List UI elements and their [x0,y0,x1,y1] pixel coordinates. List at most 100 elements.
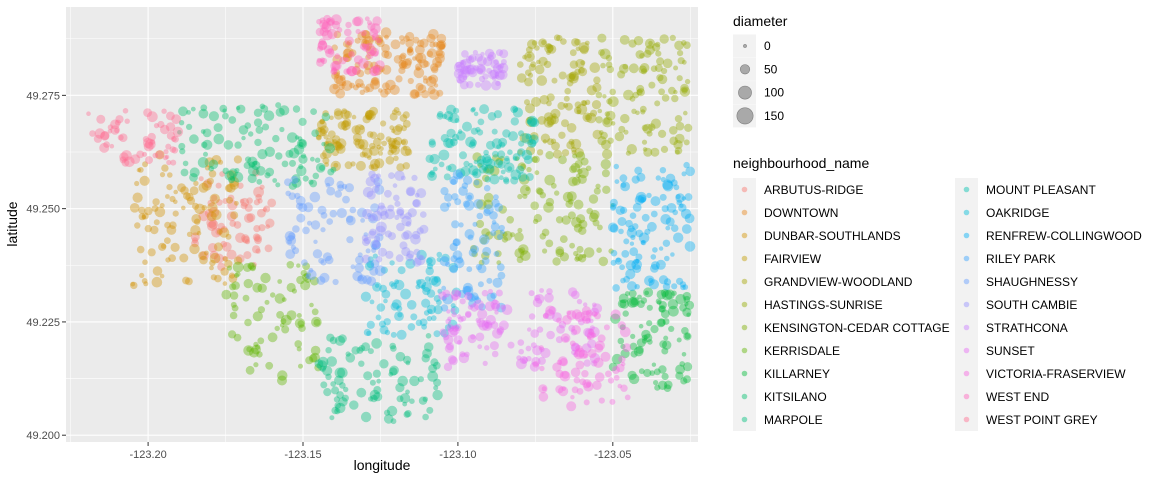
data-point [346,66,357,77]
data-point [349,82,355,89]
data-point [545,151,554,160]
data-point [614,179,620,185]
data-point [332,54,343,65]
y-axis-title: latitude [4,201,20,246]
data-point [494,250,502,258]
data-point [550,182,557,189]
data-point [539,365,545,372]
data-point [578,42,590,53]
data-point [620,181,630,192]
data-point [326,186,336,196]
data-point [229,291,239,300]
data-point [129,203,140,213]
data-point [454,323,462,332]
data-point [251,344,261,355]
data-point [247,262,255,270]
data-point [499,63,505,69]
data-point [159,203,165,208]
color-legend-label: ARBUTUS-RIDGE [764,183,863,197]
data-point [484,345,490,351]
data-point [376,378,382,384]
data-point [583,302,588,307]
data-point [543,60,552,69]
data-point [664,380,673,390]
data-point [471,168,482,179]
color-key-box [733,293,756,316]
color-legend-label: STRATHCONA [986,321,1068,335]
data-point [348,51,355,58]
data-point [561,149,570,157]
data-point [325,347,332,354]
data-point [357,274,368,285]
data-point [349,400,359,410]
data-point [279,126,285,133]
data-point [578,349,588,359]
data-point [585,309,593,317]
data-point [571,349,577,355]
data-point [291,178,302,188]
data-point [427,75,433,81]
data-point [178,120,185,126]
data-point [376,144,382,150]
data-point [623,275,630,283]
data-point [536,59,541,65]
data-point [364,43,375,54]
data-point [648,81,656,89]
data-point [601,169,610,178]
data-point [556,34,563,42]
data-point [451,193,459,201]
data-point [604,111,610,117]
series-group [315,14,385,77]
data-point [411,230,421,240]
data-point [349,49,357,57]
data-point [383,318,391,326]
data-point [666,203,677,213]
data-point [625,150,632,156]
data-point [433,275,441,283]
series-group [595,33,693,160]
data-point [202,139,213,150]
data-point [213,253,224,264]
data-point [595,116,603,124]
data-point [407,46,414,53]
data-point [246,213,256,222]
data-point [488,69,498,80]
data-point [372,240,380,249]
data-point [478,75,486,82]
data-point [322,148,332,159]
data-point [653,380,659,386]
data-point [675,121,685,131]
data-point [277,370,288,381]
data-point [674,149,680,155]
data-point [485,231,494,240]
data-point [576,245,584,254]
data-point [357,139,369,150]
data-point [321,21,330,30]
data-point [416,249,427,261]
data-point [493,59,499,65]
data-point [165,257,171,263]
data-point [368,35,376,42]
data-point [592,129,603,140]
data-point [499,49,509,59]
data-point [581,306,592,316]
data-point [591,311,598,317]
data-point [550,138,557,144]
data-point [354,124,366,135]
data-point [256,178,263,185]
data-point [523,155,533,165]
data-point [345,41,352,49]
data-point [243,278,253,289]
data-point [166,159,172,166]
data-point [618,355,626,363]
data-point [221,289,232,300]
data-point [207,221,217,232]
data-point [455,61,462,68]
data-point [233,333,242,342]
color-key-swatch [963,209,970,216]
data-point [264,299,270,305]
data-point [433,295,441,302]
data-point [320,57,328,65]
data-point [465,310,472,318]
data-point [209,193,220,204]
